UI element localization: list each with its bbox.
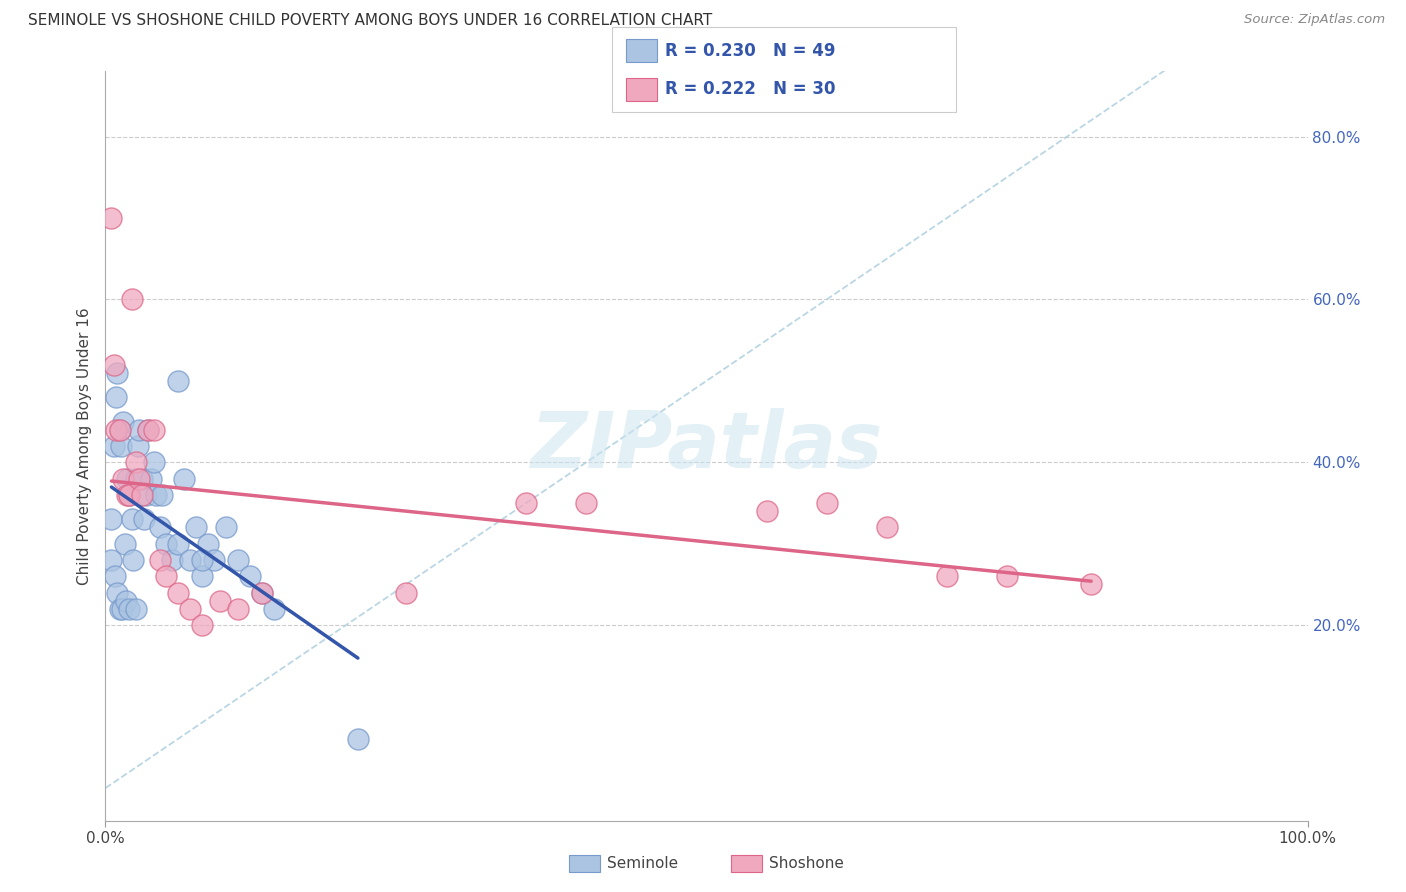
Point (190, 569, 212, 583)
Point (136, 423, 159, 437)
Point (118, 488, 141, 502)
Point (155, 537, 177, 551)
Point (124, 455, 146, 469)
Point (190, 618, 212, 632)
Point (250, 585, 273, 599)
Point (876, 520, 898, 534)
Point (105, 390, 128, 404)
Point (184, 520, 207, 534)
Point (103, 358, 125, 372)
Point (226, 602, 249, 616)
Point (121, 512, 143, 526)
Point (104, 569, 127, 583)
Point (121, 293, 143, 307)
Point (136, 423, 159, 437)
Text: R = 0.222   N = 30: R = 0.222 N = 30 (665, 80, 835, 98)
Point (208, 593, 231, 607)
Point (179, 602, 201, 616)
Point (108, 423, 131, 437)
Point (1080, 577, 1102, 591)
Point (100, 211, 122, 225)
Point (118, 488, 141, 502)
Text: Shoshone: Shoshone (769, 856, 844, 871)
Point (145, 488, 167, 502)
Text: ZIPatlas: ZIPatlas (530, 408, 883, 484)
Point (122, 553, 145, 567)
Point (995, 569, 1018, 583)
Point (815, 496, 838, 510)
Point (124, 472, 146, 486)
Point (103, 439, 125, 453)
Point (575, 496, 598, 510)
Point (115, 472, 138, 486)
Point (190, 553, 212, 567)
Point (148, 553, 170, 567)
Point (150, 488, 173, 502)
Point (155, 569, 177, 583)
Point (395, 585, 418, 599)
Point (936, 569, 959, 583)
Point (135, 488, 157, 502)
Point (108, 602, 131, 616)
Point (111, 602, 134, 616)
Point (127, 439, 149, 453)
Point (110, 439, 132, 453)
Point (107, 585, 129, 599)
Point (105, 423, 128, 437)
Text: Seminole: Seminole (607, 856, 679, 871)
Point (118, 602, 141, 616)
Point (107, 366, 129, 380)
Point (128, 423, 150, 437)
Point (139, 472, 162, 486)
Point (166, 585, 188, 599)
Point (166, 537, 188, 551)
Point (515, 496, 537, 510)
Text: SEMINOLE VS SHOSHONE CHILD POVERTY AMONG BOYS UNDER 16 CORRELATION CHART: SEMINOLE VS SHOSHONE CHILD POVERTY AMONG… (28, 13, 713, 29)
Point (263, 602, 285, 616)
Point (112, 415, 135, 429)
Point (202, 553, 225, 567)
Point (124, 602, 146, 616)
Point (132, 512, 155, 526)
Point (160, 553, 183, 567)
Point (114, 537, 136, 551)
Point (239, 569, 262, 583)
Point (197, 537, 219, 551)
Point (214, 520, 236, 534)
Point (179, 553, 201, 567)
Point (226, 553, 249, 567)
Point (115, 593, 138, 607)
Point (100, 512, 122, 526)
Point (108, 423, 131, 437)
Point (142, 423, 165, 437)
Point (131, 488, 153, 502)
Point (115, 488, 138, 502)
Point (347, 732, 370, 747)
Text: R = 0.230   N = 49: R = 0.230 N = 49 (665, 42, 835, 60)
Y-axis label: Child Poverty Among Boys Under 16: Child Poverty Among Boys Under 16 (76, 307, 91, 585)
Point (142, 455, 165, 469)
Point (148, 520, 170, 534)
Point (131, 472, 153, 486)
Point (128, 472, 150, 486)
Point (173, 472, 195, 486)
Point (100, 553, 122, 567)
Point (250, 585, 273, 599)
Point (166, 374, 188, 388)
Point (112, 472, 135, 486)
Text: Source: ZipAtlas.com: Source: ZipAtlas.com (1244, 13, 1385, 27)
Point (755, 504, 778, 518)
